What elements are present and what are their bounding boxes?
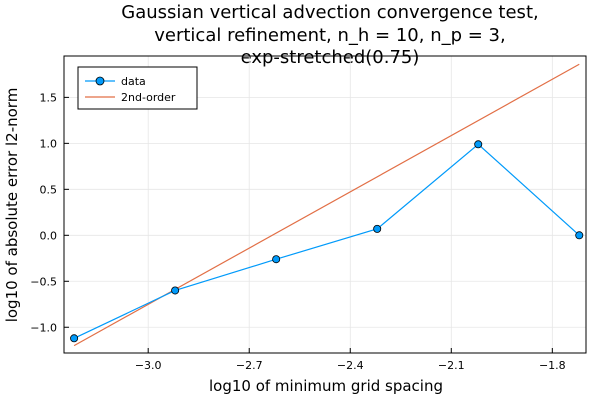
x-tick-label: −2.1 (438, 359, 465, 372)
legend-label-2nd-order: 2nd-order (121, 91, 176, 104)
x-tick-label: −1.8 (539, 359, 566, 372)
legend: data 2nd-order (77, 66, 198, 110)
x-axis-label: log10 of minimum grid spacing (209, 377, 443, 395)
y-tick-label: 0.5 (40, 183, 58, 196)
x-tick-label: −3.0 (135, 359, 162, 372)
data-point (272, 255, 281, 264)
legend-data-marker (95, 76, 105, 86)
y-tick-label: 0.0 (40, 229, 58, 242)
chart-title: Gaussian vertical advection convergence … (121, 2, 538, 68)
legend-box (77, 66, 198, 110)
legend-label-data: data (121, 75, 146, 88)
data-point (575, 231, 584, 240)
x-tick-label: −2.4 (337, 359, 364, 372)
x-tick-label: −2.7 (236, 359, 263, 372)
y-tick-label: −0.5 (30, 275, 57, 288)
chart-title-line-3: exp-stretched(0.75) (241, 47, 420, 68)
chart-title-line-1: Gaussian vertical advection convergence … (121, 2, 538, 23)
y-axis-label: log10 of absolute error l2-norm (3, 88, 21, 323)
chart-title-line-2: vertical refinement, n_h = 10, n_p = 3, (154, 25, 505, 46)
plot-area (63, 55, 587, 354)
y-tick-label: 1.0 (40, 137, 58, 150)
y-tick-label: 1.5 (40, 91, 58, 104)
series-layer (70, 63, 584, 347)
data-point (70, 334, 79, 343)
y-tick-label: −1.0 (30, 321, 57, 334)
series-line-data (73, 143, 580, 339)
x-axis-ticks: −3.0 −2.7 −2.4 −2.1 −1.8 (135, 348, 566, 372)
y-axis-ticks: −1.0 −0.5 0.0 0.5 1.0 1.5 (30, 91, 69, 334)
data-point (474, 140, 483, 149)
data-point (373, 224, 382, 233)
data-point (171, 286, 180, 295)
